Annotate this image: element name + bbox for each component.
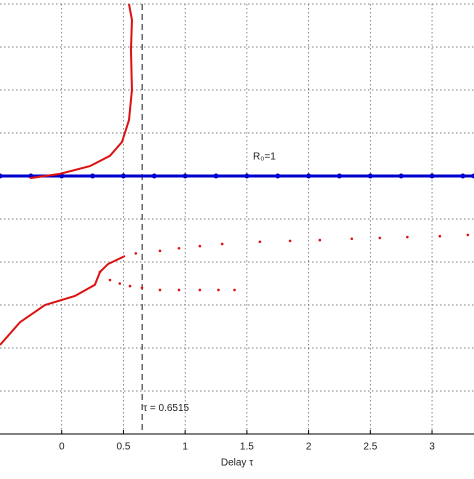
data-point bbox=[406, 236, 409, 239]
x-tick-label: 2.5 bbox=[363, 442, 377, 453]
data-point bbox=[306, 174, 311, 179]
data-point bbox=[199, 245, 202, 248]
data-point bbox=[221, 243, 224, 246]
data-point bbox=[134, 252, 137, 255]
annotation: R₀=1 bbox=[253, 151, 276, 162]
data-point bbox=[121, 174, 126, 179]
data-point bbox=[233, 289, 236, 292]
data-point bbox=[430, 174, 435, 179]
data-point bbox=[178, 289, 181, 292]
data-point bbox=[368, 174, 373, 179]
data-point bbox=[141, 287, 144, 290]
data-point bbox=[350, 237, 353, 240]
data-point bbox=[379, 237, 382, 240]
x-tick-label: 1 bbox=[182, 442, 188, 453]
data-point bbox=[214, 174, 219, 179]
data-point bbox=[244, 174, 249, 179]
x-tick-label: 0.5 bbox=[116, 442, 130, 453]
data-point bbox=[152, 174, 157, 179]
data-point bbox=[460, 174, 465, 179]
x-tick-label: 0 bbox=[59, 442, 65, 453]
x-axis-label: Delay τ bbox=[221, 458, 253, 469]
data-point bbox=[289, 240, 292, 243]
data-point bbox=[275, 174, 280, 179]
data-point bbox=[319, 239, 322, 242]
data-point bbox=[439, 235, 442, 238]
data-point bbox=[199, 289, 202, 292]
data-point bbox=[129, 285, 132, 288]
data-point bbox=[337, 174, 342, 179]
data-point bbox=[109, 279, 112, 282]
data-point bbox=[99, 271, 102, 274]
data-point bbox=[467, 234, 470, 237]
data-point bbox=[90, 174, 95, 179]
data-point bbox=[118, 282, 121, 285]
data-point bbox=[178, 247, 181, 250]
x-tick-label: 1.5 bbox=[240, 442, 254, 453]
data-point bbox=[159, 289, 162, 292]
data-point bbox=[183, 174, 188, 179]
data-point bbox=[217, 289, 220, 292]
annotation: τ = 0.6515 bbox=[143, 403, 189, 414]
data-point bbox=[159, 250, 162, 253]
x-tick-label: 2 bbox=[306, 442, 312, 453]
data-point bbox=[399, 174, 404, 179]
data-point bbox=[259, 240, 262, 243]
x-tick-label: 3 bbox=[429, 442, 435, 453]
